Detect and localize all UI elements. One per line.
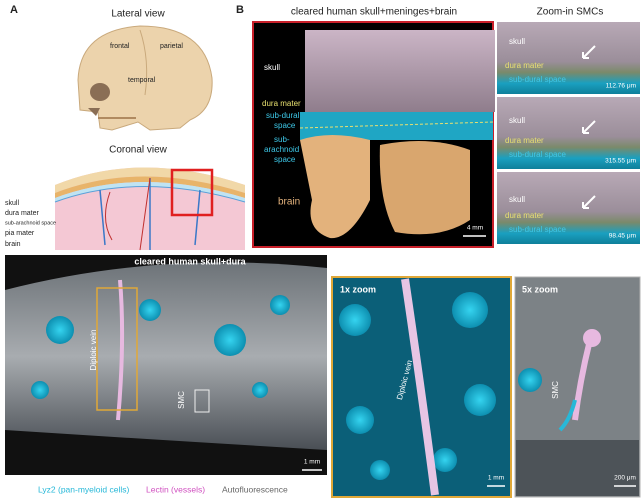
render-content xyxy=(299,30,495,239)
structure-label: SMC xyxy=(177,391,186,409)
structure-label: dura mater xyxy=(505,136,544,145)
structure-label: dura mater xyxy=(262,99,301,108)
skull-illustration xyxy=(77,25,213,131)
layer-label: dura mater xyxy=(5,210,40,217)
layer-label: pia mater xyxy=(5,230,35,237)
coronal-illustration xyxy=(54,167,246,251)
zoom-image xyxy=(497,22,640,94)
region-label: frontal xyxy=(110,43,130,50)
arrow xyxy=(582,120,596,134)
region-label: temporal xyxy=(128,77,156,84)
legend-entry: Lectin (vessels) xyxy=(146,484,205,494)
structure-label: SMC xyxy=(551,381,560,399)
structure-label: brain xyxy=(278,197,300,208)
arrow xyxy=(582,195,596,209)
panel-label: B xyxy=(236,4,244,16)
zoom-title: 5x zoom xyxy=(522,284,558,294)
structure-label: sub-dural xyxy=(266,111,300,120)
structure-label: skull xyxy=(509,116,525,125)
panel-title: Zoom-in SMCs xyxy=(537,7,604,18)
panel-title: cleared human skull+meninges+brain xyxy=(291,7,457,18)
legend-entry: Autofluorescence xyxy=(222,484,288,494)
structure-label: Diploic vein xyxy=(89,330,98,371)
structure-label: skull xyxy=(509,37,525,46)
view-title: Lateral view xyxy=(111,9,165,20)
region-label: parietal xyxy=(160,43,183,50)
structure-label: space xyxy=(274,121,296,130)
legend-entry: Lyz2 (pan-myeloid cells) xyxy=(38,484,129,494)
panel-label: A xyxy=(10,4,18,16)
layer-label: skull xyxy=(5,200,19,207)
panel-title: cleared human skull+dura xyxy=(134,256,246,266)
structure-label: sub-dural space xyxy=(509,75,566,84)
structure-label: sub-dural space xyxy=(509,150,566,159)
scale-label: 200 μm xyxy=(614,475,636,482)
scale-label: 1 mm xyxy=(304,459,320,466)
structure-label: dura mater xyxy=(505,61,544,70)
scale-label: 1 mm xyxy=(488,475,504,482)
zoom-panels: skull dura mater sub-dural space 112.76 μm s… xyxy=(497,22,640,244)
structure-label: arachnoid xyxy=(264,145,299,154)
structure-label: space xyxy=(274,155,296,164)
scale-label: 112.76 μm xyxy=(606,83,636,90)
arrow xyxy=(582,45,596,59)
structure-label: skull xyxy=(509,195,525,204)
view-title: Coronal view xyxy=(109,145,168,156)
zoom-content xyxy=(516,329,639,496)
zoom-content xyxy=(339,278,496,496)
layer-label: brain xyxy=(5,241,21,248)
scale-label: 98.45 μm xyxy=(609,233,636,240)
zoom-title: 1x zoom xyxy=(340,284,376,294)
scale-label: 4 mm xyxy=(467,225,483,232)
layer-label: sub-arachnoid space xyxy=(5,220,56,226)
structure-label: sub-dural space xyxy=(509,225,566,234)
structure-label: dura mater xyxy=(505,211,544,220)
structure-label: skull xyxy=(264,63,280,72)
zoom-image xyxy=(497,97,640,169)
zoom-image xyxy=(497,172,640,244)
render-content xyxy=(5,262,327,450)
scale-label: 315.55 μm xyxy=(605,158,636,165)
structure-label: sub- xyxy=(274,135,290,144)
